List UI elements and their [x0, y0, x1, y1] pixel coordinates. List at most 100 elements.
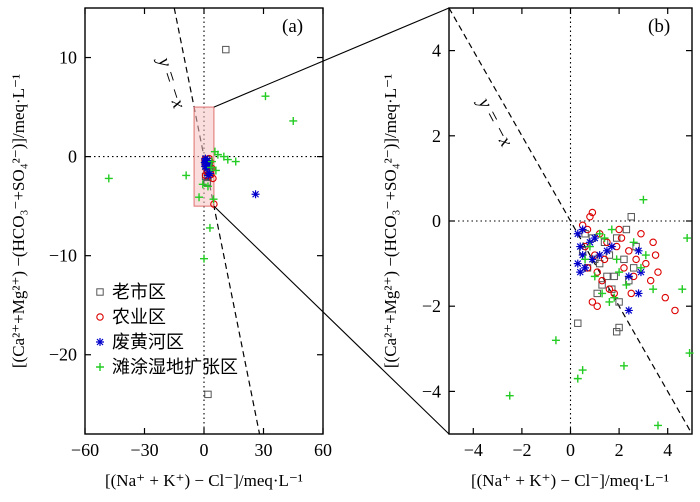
panel-b-points [505, 195, 694, 430]
x-tick-label: 60 [314, 440, 332, 460]
data-point-circle [598, 276, 606, 285]
panel-b-xlabel: [(Na⁺ + K⁺) − Cl⁻]/meq·L⁻¹ [471, 471, 669, 490]
data-point-circle [632, 255, 640, 264]
data-point-plus [598, 289, 607, 298]
data-point-star [581, 263, 590, 272]
zoom-connector-top [213, 7, 450, 108]
data-point-star [634, 246, 643, 255]
zoom-connector-lines [213, 7, 450, 435]
data-point-plus [578, 366, 587, 375]
data-point-plus [261, 92, 270, 101]
data-point-square [204, 390, 212, 399]
data-point-square [574, 319, 582, 327]
data-point-plus [198, 180, 207, 189]
data-point-plus [200, 254, 208, 263]
data-point-plus [213, 150, 222, 159]
data-point-square [222, 45, 230, 54]
data-point-plus [636, 263, 645, 272]
data-point-plus [205, 223, 214, 232]
data-point-plus [203, 182, 212, 191]
panel-a-label: (a) [282, 16, 303, 37]
x-tick-label: −4 [464, 440, 483, 460]
data-point-plus [622, 280, 631, 289]
x-tick-label: 0 [566, 440, 575, 460]
panel-b-guides [448, 7, 693, 435]
data-point-square [615, 298, 623, 306]
panel-b-ticks: −4 −2 0 2 4 −4 −2 0 2 4 [422, 8, 692, 460]
data-point-star [588, 255, 597, 264]
panel-a-ylabel: [(Ca²⁺+Mg²⁺) −(HCO₃⁻+SO₄²⁻)]/meq·L⁻¹ [9, 74, 28, 368]
data-point-plus [619, 361, 628, 370]
data-point-star [578, 251, 587, 260]
data-point-plus [615, 268, 624, 277]
data-point-plus [581, 255, 590, 264]
data-point-circle [625, 247, 633, 255]
data-point-star [590, 234, 599, 243]
data-point-plus [600, 234, 609, 243]
data-point-circle [649, 238, 657, 247]
panel-a-line-label: y = −x [153, 53, 190, 111]
data-point-square [595, 259, 604, 268]
data-point-star [204, 171, 213, 180]
data-point-square [620, 255, 628, 264]
data-point-square [605, 251, 614, 259]
data-point-plus [289, 116, 298, 125]
data-point-star [585, 238, 594, 247]
data-point-square [603, 272, 611, 281]
legend-marker [96, 363, 104, 371]
panel-a: −60 −30 0 30 60 −20 −10 0 10 (a) y = −x 老市区农业区废黄… [9, 7, 332, 490]
data-point-circle [617, 234, 626, 242]
data-point-circle [603, 238, 611, 247]
data-point-square [612, 234, 621, 242]
data-point-square [612, 328, 621, 336]
data-point-plus [211, 166, 220, 175]
data-point-square [203, 178, 211, 187]
data-point-plus [182, 171, 191, 180]
legend-entry: 废黄河区 [112, 332, 184, 352]
panel-a-ticks: −60 −30 0 30 60 −20 −10 0 10 [49, 8, 332, 460]
data-point-plus [595, 229, 604, 238]
data-point-circle [620, 264, 628, 272]
panel-b: −4 −2 0 2 4 −4 −2 0 2 4 (b) y = −x [(Na⁺ + K⁺) − … [381, 7, 694, 490]
data-point-star [578, 225, 587, 234]
data-point-plus [653, 421, 662, 430]
x-tick-label: −2 [512, 440, 531, 460]
panel-b-line-label: y = −x [473, 93, 517, 151]
data-point-circle [671, 306, 679, 315]
data-point-circle [642, 259, 650, 268]
legend-entry: 农业区 [112, 307, 166, 327]
data-point-star [636, 268, 645, 277]
y-tick-label: 10 [59, 48, 77, 68]
data-point-star [634, 289, 643, 298]
y-equals-neg-x-line [173, 7, 261, 435]
y-tick-label: −4 [422, 381, 441, 401]
panel-a-xlabel: [(Na⁺ + K⁺) − Cl⁻]/meq·L⁻¹ [105, 471, 303, 490]
panel-a-points [104, 45, 298, 399]
data-point-square [598, 281, 606, 289]
data-point-plus [683, 234, 692, 243]
data-point-star [624, 272, 633, 281]
legend-marker [96, 288, 104, 296]
data-point-plus [231, 157, 240, 166]
data-point-plus [649, 285, 658, 294]
data-point-star [573, 259, 582, 268]
legend-marker [96, 338, 104, 346]
y-tick-label: −10 [49, 246, 77, 266]
data-point-plus [209, 195, 218, 204]
data-point-circle [605, 285, 614, 293]
x-tick-label: 2 [615, 440, 624, 460]
data-point-plus [607, 225, 616, 234]
data-point-circle [593, 268, 601, 276]
data-point-circle [627, 289, 635, 298]
data-point-plus [505, 391, 514, 400]
y-tick-label: −20 [49, 345, 77, 365]
panel-b-label: (b) [648, 16, 670, 37]
data-point-star [203, 156, 212, 165]
y-equals-neg-x-line [448, 7, 693, 435]
data-point-plus [590, 272, 599, 281]
data-point-plus [685, 349, 694, 358]
data-point-star [576, 242, 585, 251]
data-point-circle [661, 293, 670, 302]
data-point-plus [629, 238, 638, 247]
data-point-plus [206, 163, 215, 172]
